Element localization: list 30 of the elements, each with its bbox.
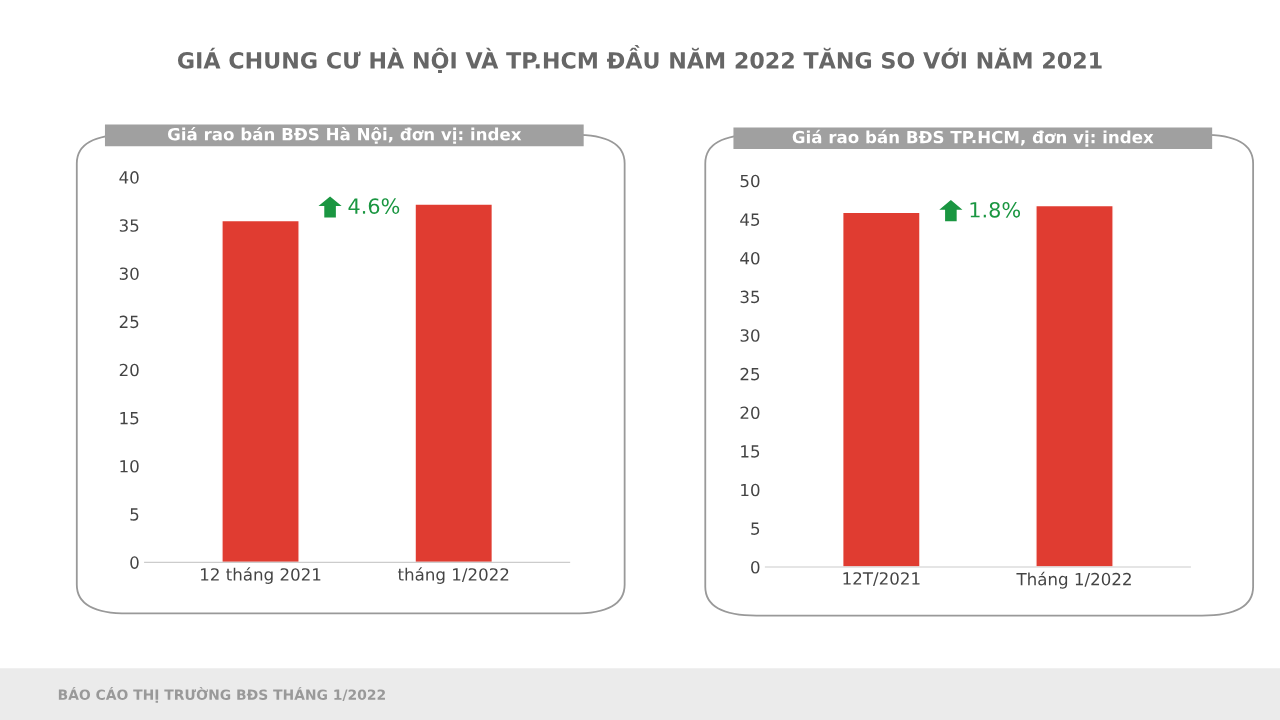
- text: BÁO CÁO THỊ TRƯỜNG BĐS THÁNG 1/2022: [58, 686, 385, 703]
- y-tick-label: 25: [119, 315, 139, 329]
- y-tick-label: 10: [120, 459, 139, 473]
- y-tick-label: 0: [130, 556, 139, 569]
- y-tick-label: 15: [741, 445, 760, 458]
- y-tick-label: 50: [740, 174, 760, 188]
- y-tick-label: 20: [740, 406, 760, 420]
- y-tick-label: 20: [119, 363, 139, 377]
- y-tick-label: 35: [740, 290, 760, 304]
- x-tick-label: tháng 1/2022: [397, 567, 509, 584]
- annotation: 4.6%: [348, 198, 400, 214]
- y-tick-label: 30: [119, 267, 139, 280]
- x-tick-label: Tháng 1/2022: [1016, 571, 1131, 589]
- y-tick-label: 10: [741, 483, 760, 497]
- y-tick-label: 15: [120, 412, 139, 425]
- y-tick-label: 45: [740, 213, 760, 226]
- y-tick-label: 0: [751, 560, 760, 574]
- y-tick-label: 35: [119, 219, 139, 232]
- text: GIÁ CHUNG CƯ HÀ NỘI VÀ TP.HCM ĐẦU NĂM 2022 TĂNG SO VỚI NĂM 2021: [177, 44, 1102, 74]
- y-tick-label: 5: [130, 508, 139, 521]
- annotation: 1.8%: [970, 201, 1021, 218]
- x-tick-label: 12T/2021: [843, 572, 920, 587]
- chart-subtitle: Giá rao bán BĐS Hà Nội, đơn vị: index: [167, 126, 522, 144]
- y-tick-label: 5: [751, 522, 760, 535]
- y-tick-label: 40: [740, 251, 760, 265]
- y-tick-label: 30: [740, 329, 760, 342]
- chart-subtitle: Giá rao bán BĐS TP.HCM, đơn vị: index: [792, 129, 1154, 147]
- x-tick-label: 12 tháng 2021: [201, 567, 321, 584]
- y-tick-label: 25: [740, 367, 760, 381]
- y-tick-label: 40: [119, 171, 139, 184]
